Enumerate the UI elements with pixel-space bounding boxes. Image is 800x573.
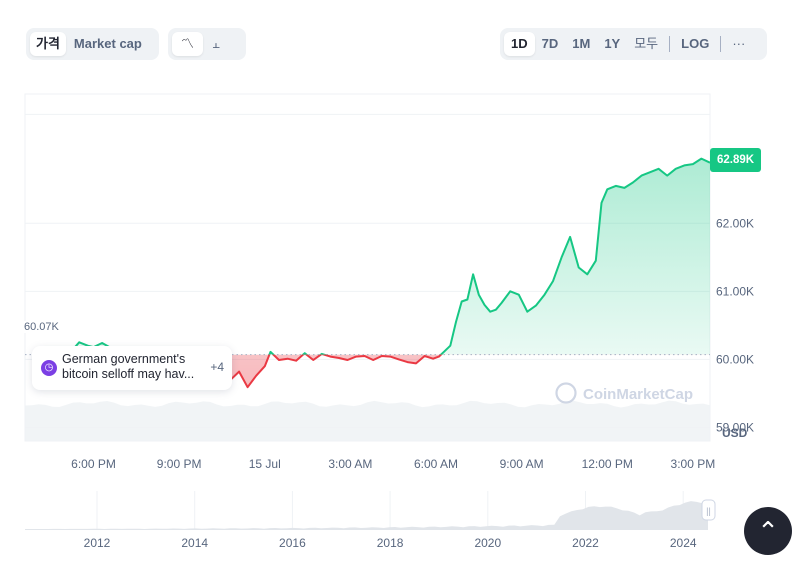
range-1d-button[interactable]: 1D — [504, 32, 535, 56]
more-news-count[interactable]: +4 — [210, 360, 224, 374]
more-options-button[interactable]: ··· — [732, 36, 746, 51]
log-scale-button[interactable]: LOG — [681, 36, 710, 51]
navigator-year-label: 2018 — [377, 536, 404, 550]
coinmarketcap-watermark: CoinMarketCap — [555, 382, 693, 404]
range-7d-button[interactable]: 7D — [541, 36, 559, 51]
navigator-year-label: 2022 — [572, 536, 599, 550]
time-range-toggle: 1D 7D 1M 1Y 모두 LOG ··· — [500, 28, 767, 60]
y-tick-label: 61.00K — [716, 284, 754, 298]
chart-type-toggle: 〽 ⫠ — [168, 28, 246, 60]
x-tick-label: 6:00 AM — [414, 457, 458, 471]
y-axis: 59.00K 60.00K 61.00K 62.00K — [716, 216, 754, 434]
scroll-to-top-button[interactable]: ⌃ — [744, 507, 792, 555]
volume-area — [25, 400, 710, 441]
current-price-tag: 62.89K — [710, 148, 761, 172]
volume-shape — [25, 400, 710, 441]
toolbar-divider — [669, 36, 671, 52]
x-axis: 6:00 PM 9:00 PM 15 Jul 3:00 AM 6:00 AM 9:00 A… — [71, 457, 715, 471]
news-popup[interactable]: ◷ German government's bitcoin selloff ma… — [32, 346, 232, 390]
navigator-year-label: 2014 — [181, 536, 208, 550]
y-tick-label: 59.00K — [716, 420, 754, 434]
navigator-handle — [701, 499, 716, 521]
x-tick-label: 9:00 PM — [157, 457, 202, 471]
navigator-year-label: 2016 — [279, 536, 306, 550]
toolbar-divider — [720, 36, 722, 52]
reference-price-label: 60.07K — [22, 321, 61, 333]
price-tab[interactable]: 가격 — [30, 32, 66, 56]
market-cap-tab[interactable]: Market cap — [73, 36, 142, 51]
navigator-handle-grip-icon: || — [706, 506, 711, 516]
price-line-up — [69, 157, 711, 355]
candlestick-icon[interactable]: ⫠ — [212, 36, 220, 51]
range-1y-button[interactable]: 1Y — [604, 36, 621, 51]
range-all-button[interactable]: 모두 — [634, 36, 659, 51]
x-tick-label: 9:00 AM — [500, 457, 544, 471]
x-tick-label: 6:00 PM — [71, 457, 116, 471]
navigator-year-label: 2012 — [84, 536, 111, 550]
x-tick-label: 15 Jul — [249, 457, 281, 471]
clock-icon: ◷ — [41, 360, 57, 376]
y-tick-label: 60.00K — [716, 352, 754, 366]
navigator-year-label: 2020 — [474, 536, 501, 550]
x-tick-label: 3:00 AM — [328, 457, 372, 471]
news-headline[interactable]: German government's bitcoin selloff may … — [62, 352, 195, 381]
coinmarketcap-logo-icon — [555, 382, 577, 404]
price-marketcap-toggle: 가격 Market cap — [26, 28, 159, 60]
x-tick-label: 3:00 PM — [671, 457, 716, 471]
navigator-year-label: 2024 — [670, 536, 697, 550]
line-chart-icon[interactable]: 〽 — [172, 32, 204, 56]
range-navigator[interactable]: 2012 2014 2016 2018 2020 2022 2024 || — [25, 491, 716, 550]
navigator-history-area — [25, 501, 708, 530]
y-tick-label: 62.00K — [716, 216, 754, 230]
range-1m-button[interactable]: 1M — [572, 36, 591, 51]
area-above-reference — [70, 158, 710, 355]
x-tick-label: 12:00 PM — [582, 457, 633, 471]
currency-label: USD — [722, 426, 748, 440]
watermark-text: CoinMarketCap — [583, 386, 693, 403]
